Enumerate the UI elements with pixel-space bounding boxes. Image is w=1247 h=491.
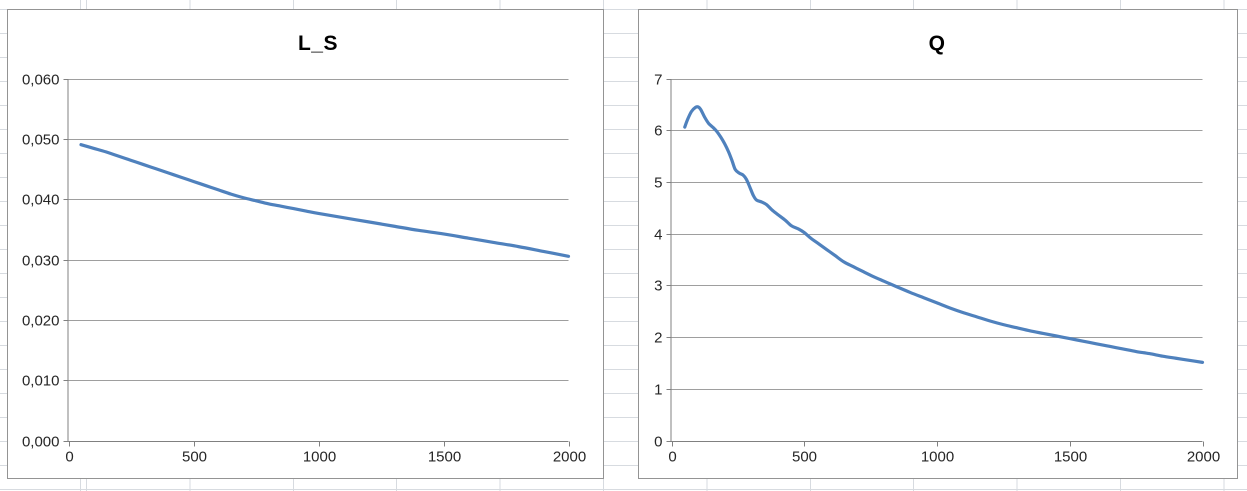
- series-line[interactable]: [683, 105, 1205, 364]
- y-tick-label: 6: [654, 123, 662, 140]
- x-tick-label: 1500: [428, 449, 461, 466]
- y-tick-label: 0,030: [22, 253, 60, 270]
- y-tick-label: 0,040: [22, 192, 60, 209]
- chart-q[interactable]: 0 1 2 3 4 5 6 7 0 500 1000 1500 2000 Q: [638, 9, 1238, 479]
- x-tick-label: 2000: [553, 449, 586, 466]
- ls-plot-svg: 0,000 0,010 0,020 0,030 0,040 0,050 0,060 0 500 1…: [22, 72, 586, 466]
- y-tick-label: 4: [654, 227, 662, 244]
- x-tick-label: 2000: [1187, 449, 1220, 466]
- y-tick-label: 1: [654, 382, 662, 399]
- plot-area[interactable]: [672, 80, 1203, 442]
- plot-area[interactable]: [69, 80, 569, 442]
- x-tick-label: 1000: [921, 449, 954, 466]
- x-tick-label: 1500: [1054, 449, 1087, 466]
- q-plot-svg: 0 1 2 3 4 5 6 7 0 500 1000 1500 2000: [654, 72, 1220, 466]
- chart-title-q[interactable]: Q: [928, 32, 946, 55]
- y-tick-label: 0: [654, 434, 662, 451]
- x-tick-label: 500: [182, 449, 207, 466]
- y-tick-label: 0,010: [22, 373, 60, 390]
- y-tick-label: 0,020: [22, 313, 60, 330]
- y-tick-label: 2: [654, 330, 662, 347]
- y-tick-label: 0,050: [22, 132, 60, 149]
- y-tick-label: 3: [654, 278, 662, 295]
- x-tick-label: 1000: [303, 449, 336, 466]
- x-tick-label: 0: [65, 449, 73, 466]
- y-tick-label: 5: [654, 175, 662, 192]
- y-tick-label: 7: [654, 72, 662, 89]
- x-tick-label: 500: [792, 449, 817, 466]
- chart-title-ls[interactable]: L_S: [297, 32, 338, 55]
- x-tick-label: 0: [668, 449, 676, 466]
- y-tick-label: 0,000: [22, 434, 60, 451]
- chart-ls[interactable]: 0,000 0,010 0,020 0,030 0,040 0,050 0,060 0 500 1…: [7, 9, 604, 479]
- series-line[interactable]: [79, 143, 571, 258]
- y-tick-label: 0,060: [22, 72, 60, 89]
